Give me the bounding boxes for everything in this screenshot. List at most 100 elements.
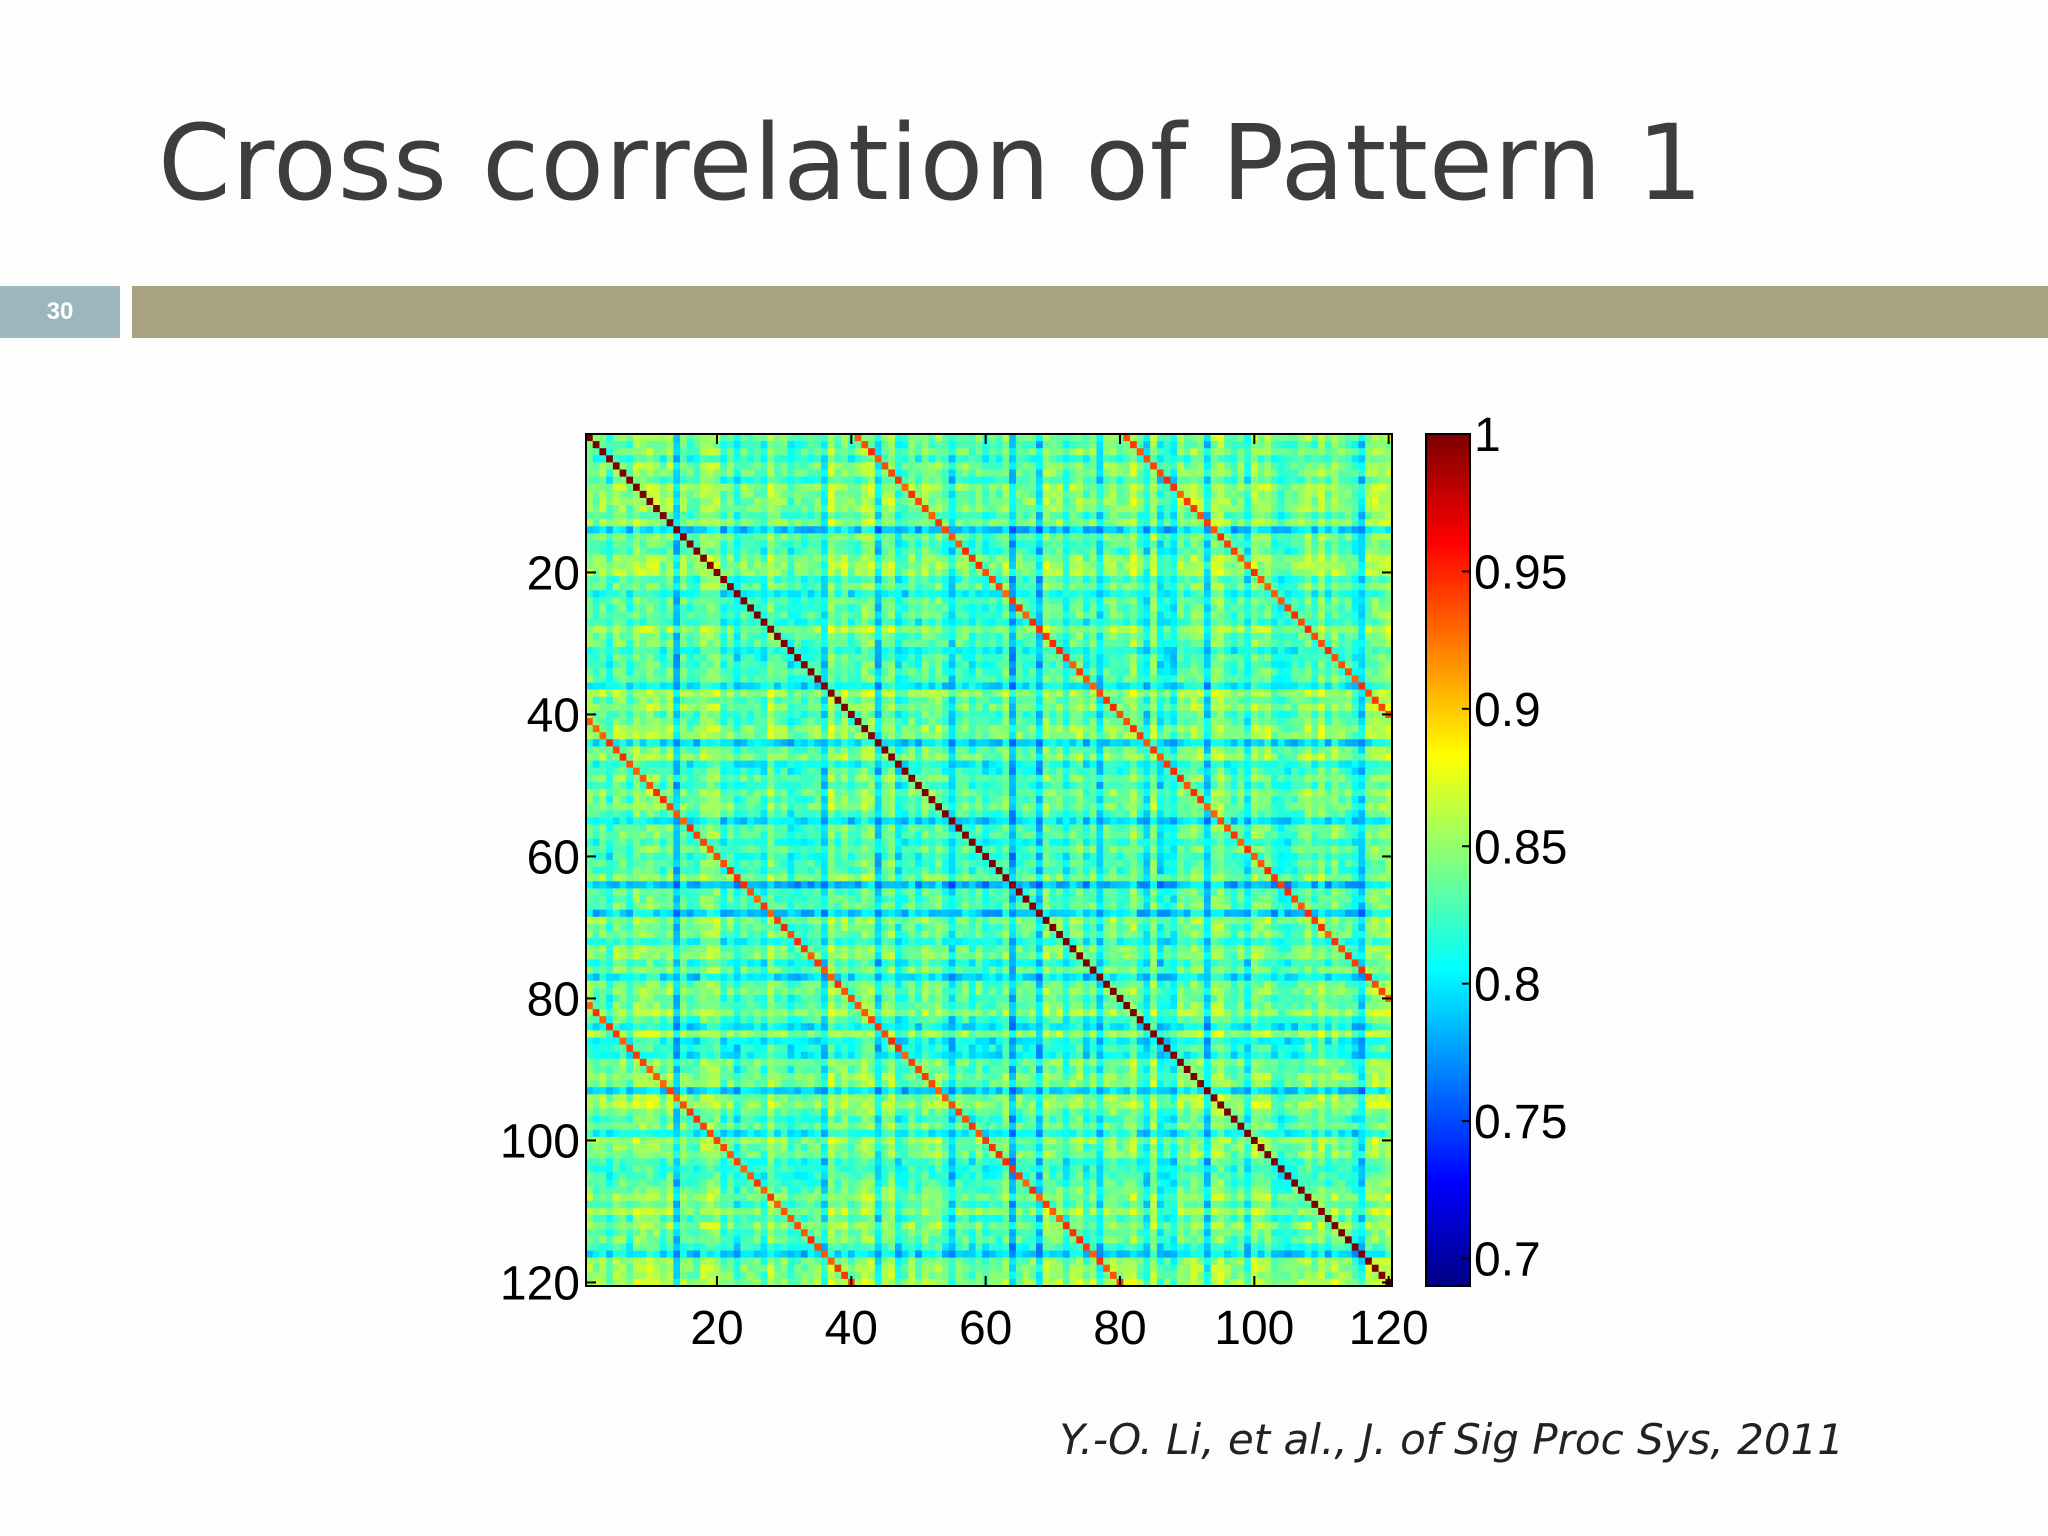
heatmap-cell: [1002, 725, 1010, 733]
heatmap-cell: [680, 696, 688, 705]
heatmap-cell: [1143, 561, 1151, 570]
heatmap-cell: [1250, 540, 1259, 549]
heatmap-cell: [686, 625, 695, 634]
heatmap-cell: [1217, 469, 1225, 478]
heatmap-cell: [1009, 625, 1017, 634]
heatmap-cell: [1385, 675, 1393, 684]
heatmap-cell: [1177, 597, 1185, 605]
heatmap-cell: [1062, 597, 1071, 605]
heatmap-cell: [1170, 533, 1178, 542]
heatmap-cell: [1156, 434, 1165, 442]
heatmap-cell: [1109, 540, 1118, 549]
heatmap-cell: [847, 497, 856, 506]
heatmap-cell: [1371, 519, 1380, 527]
heatmap-cell: [619, 710, 627, 719]
heatmap-cell: [1385, 597, 1393, 605]
heatmap-cell: [720, 675, 728, 684]
heatmap-cell: [834, 561, 842, 570]
heatmap-cell: [1237, 483, 1245, 492]
heatmap-cell: [1197, 561, 1205, 570]
heatmap-cell: [1170, 703, 1178, 712]
heatmap-cell: [686, 654, 695, 662]
heatmap-cell: [1344, 434, 1353, 442]
heatmap-cell: [673, 497, 681, 506]
heatmap-cell: [586, 547, 594, 556]
heatmap-cell: [619, 718, 627, 726]
heatmap-cell: [626, 710, 634, 719]
heatmap-cell: [894, 483, 903, 492]
heatmap-cell: [673, 505, 681, 513]
heatmap-cell: [1378, 497, 1386, 506]
heatmap-cell: [680, 590, 688, 598]
heatmap-cell: [713, 668, 721, 676]
heatmap-cell: [1002, 497, 1010, 506]
heatmap-cell: [854, 568, 862, 577]
heatmap-cell: [606, 561, 614, 570]
heatmap-cell: [1257, 718, 1265, 726]
heatmap-cell: [995, 668, 1004, 676]
heatmap-cell: [1150, 490, 1158, 499]
heatmap-cell: [854, 469, 862, 478]
heatmap-cell: [1351, 597, 1360, 605]
heatmap-cell: [1284, 625, 1292, 634]
heatmap-cell: [1143, 512, 1151, 520]
heatmap-cell: [1311, 718, 1319, 726]
heatmap-cell: [1015, 441, 1024, 449]
heatmap-cell: [1244, 696, 1252, 705]
heatmap-cell: [881, 497, 889, 506]
heatmap-cell: [1210, 476, 1218, 485]
heatmap-cell: [1378, 576, 1386, 584]
heatmap-cell: [948, 533, 957, 542]
heatmap-cell: [700, 568, 708, 577]
heatmap-cell: [1103, 590, 1111, 598]
heatmap-cell: [1049, 526, 1057, 534]
heatmap-cell: [747, 490, 755, 499]
heatmap-cell: [989, 725, 997, 733]
heatmap-cell: [1076, 718, 1084, 726]
heatmap-cell: [1311, 590, 1319, 598]
heatmap-cell: [1130, 590, 1138, 598]
heatmap-cell: [787, 710, 795, 719]
heatmap-cell: [894, 725, 903, 733]
heatmap-cell: [706, 689, 715, 698]
heatmap-cell: [1183, 597, 1192, 605]
heatmap-cell: [874, 668, 883, 676]
heatmap-cell: [935, 519, 943, 527]
heatmap-cell: [982, 561, 990, 570]
heatmap-cell: [619, 703, 627, 712]
heatmap-cell: [1304, 703, 1312, 712]
heatmap-cell: [733, 689, 742, 698]
heatmap-cell: [827, 561, 836, 570]
heatmap-cell: [1297, 462, 1306, 471]
heatmap-cell: [827, 540, 836, 549]
heatmap-cell: [780, 455, 789, 463]
heatmap-cell: [1197, 519, 1205, 527]
heatmap-cell: [1190, 703, 1198, 712]
heatmap-cell: [1271, 434, 1279, 442]
heatmap-cell: [599, 469, 607, 478]
heatmap-cell: [975, 725, 983, 733]
heatmap-cell: [700, 675, 708, 684]
heatmap-cell: [941, 604, 950, 613]
heatmap-cell: [1042, 703, 1051, 712]
heatmap-cell: [1331, 675, 1339, 684]
heatmap-cell: [1318, 533, 1326, 542]
heatmap-cell: [827, 512, 836, 520]
heatmap-cell: [666, 441, 674, 449]
heatmap-cell: [1203, 639, 1212, 648]
heatmap-cell: [1009, 540, 1017, 549]
heatmap-cell: [686, 568, 695, 577]
heatmap-cell: [968, 476, 977, 485]
heatmap-cell: [1062, 462, 1071, 471]
heatmap-cell: [794, 668, 802, 676]
heatmap-cell: [1069, 568, 1077, 577]
heatmap-cell: [821, 497, 829, 506]
heatmap-cell: [1344, 505, 1353, 513]
heatmap-cell: [666, 462, 674, 471]
heatmap-cell: [1170, 519, 1178, 527]
heatmap-cell: [673, 519, 681, 527]
heatmap-cell: [1365, 696, 1373, 705]
heatmap-cell: [1331, 547, 1339, 556]
heatmap-cell: [666, 505, 674, 513]
heatmap-cell: [1277, 597, 1286, 605]
